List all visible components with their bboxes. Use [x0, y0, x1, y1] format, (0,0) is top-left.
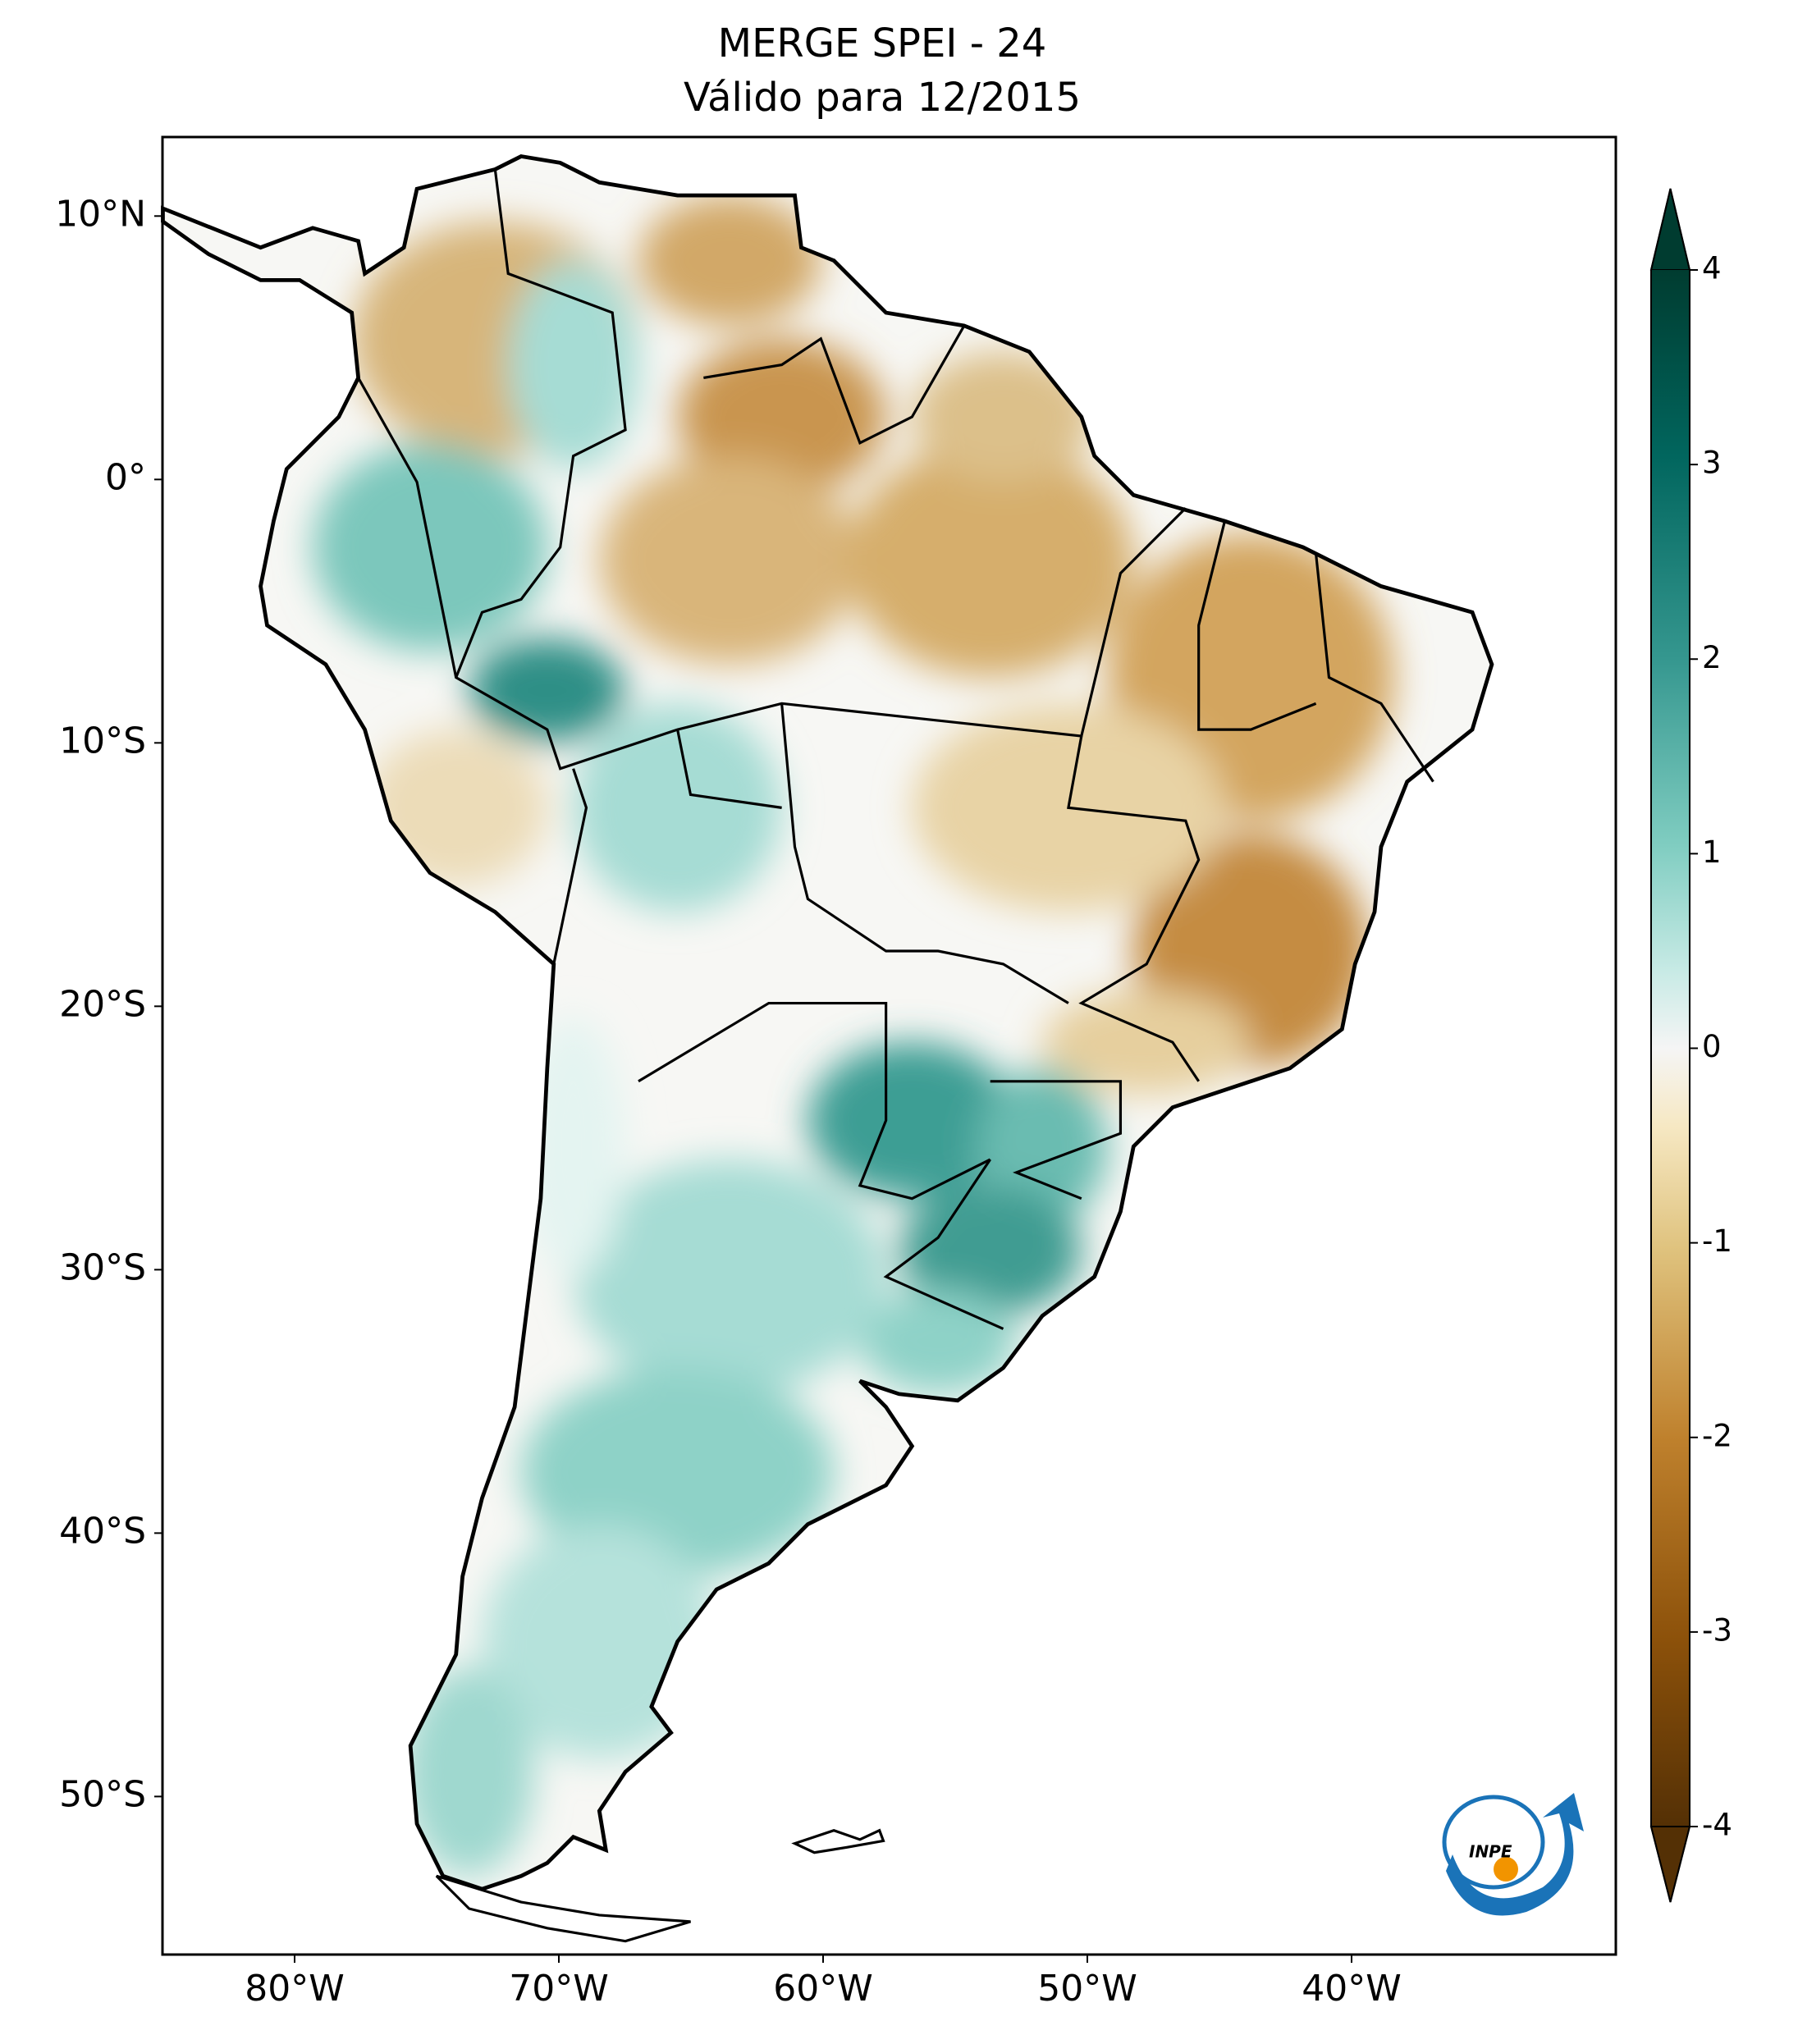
- y-tick-label: 20°S: [59, 983, 146, 1025]
- colorbar-tick-label: 1: [1702, 835, 1722, 870]
- borders: [357, 169, 1434, 1330]
- colorbar-extend-top: [1649, 188, 1691, 271]
- spei-field: [162, 156, 1492, 1890]
- x-tick-label: 80°W: [245, 1968, 345, 2010]
- y-tick-label: 10°N: [55, 193, 146, 235]
- y-tick-label: 40°S: [59, 1510, 146, 1552]
- islands: [435, 1828, 885, 1943]
- colorbar-tick-label: -2: [1702, 1418, 1732, 1453]
- colorbar-tick-label: 3: [1702, 446, 1722, 481]
- colorbar-tick-label: -4: [1702, 1808, 1732, 1843]
- colorbar-tick-label: 2: [1702, 640, 1722, 675]
- map-title: MERGE SPEI - 24: [718, 21, 1047, 66]
- x-tick-label: 60°W: [773, 1968, 873, 2010]
- colorbar-tick-label: 4: [1702, 251, 1722, 286]
- x-tick-label: 50°W: [1037, 1968, 1137, 2010]
- y-tick-label: 50°S: [59, 1773, 146, 1815]
- y-tick-label: 30°S: [59, 1246, 146, 1288]
- map-subtitle: Válido para 12/2015: [684, 75, 1081, 121]
- x-tick-label: 70°W: [509, 1968, 609, 2010]
- colorbar-tick-label: -3: [1702, 1612, 1732, 1648]
- colorbar: [1651, 270, 1690, 1827]
- colorbar-tick-label: -1: [1702, 1223, 1732, 1259]
- colorbar-tick-label: 0: [1702, 1029, 1722, 1064]
- logo: INPE: [1442, 1793, 1584, 1916]
- y-tick-label: 0°: [105, 456, 146, 498]
- logo-text: INPE: [1469, 1842, 1512, 1862]
- y-tick-label: 10°S: [59, 720, 146, 761]
- colorbar-extend-bottom: [1649, 1826, 1691, 1903]
- x-tick-label: 40°W: [1302, 1968, 1402, 2010]
- map-frame: [161, 135, 1617, 1956]
